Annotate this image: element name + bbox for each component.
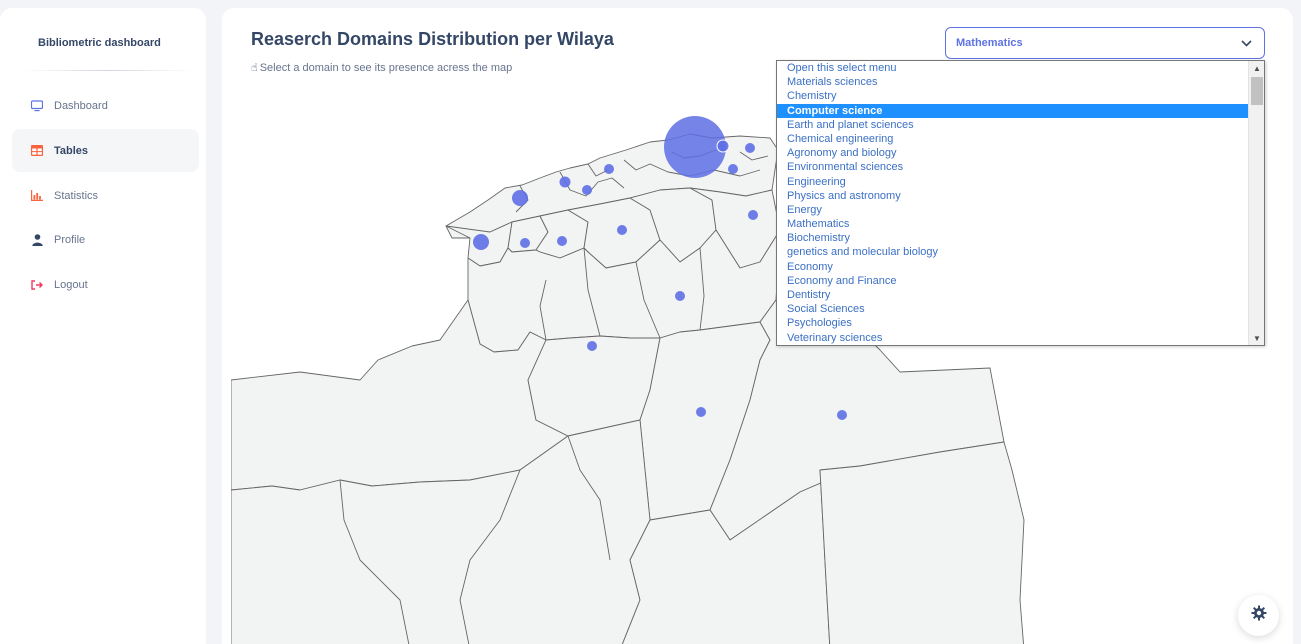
bubble[interactable] [748,210,758,220]
domain-option[interactable]: Psychologies [787,317,852,330]
domain-option[interactable]: genetics and molecular biology [787,246,939,259]
sidebar-item-dashboard[interactable]: Dashboard [12,84,199,127]
divider [22,70,194,71]
bubble[interactable] [745,143,755,153]
bubble-algiers[interactable] [664,116,726,178]
domain-option[interactable]: Social Sciences [787,303,865,316]
sidebar-item-label: Dashboard [54,99,108,112]
domain-option[interactable]: Chemistry [787,90,837,103]
domain-option[interactable]: Biochemistry [787,232,850,245]
instruction-text: Select a domain to see its presence acre… [259,61,513,74]
bubble[interactable] [604,164,614,174]
bubble[interactable] [728,164,738,174]
domain-option[interactable]: Economy [787,260,833,273]
logout-icon [12,279,54,290]
gear-icon [1251,605,1267,626]
scroll-thumb[interactable] [1251,77,1263,105]
domain-select[interactable]: Mathematics [945,27,1265,59]
desktop-icon [12,99,54,112]
sidebar-item-logout[interactable]: Logout [12,263,199,306]
region-far-south-east[interactable] [819,441,1025,644]
bubble[interactable] [837,410,847,420]
domain-option[interactable]: Earth and planet sciences [787,118,914,131]
region-internal-lines [339,435,611,644]
bubble[interactable] [675,291,685,301]
region-mid-split [539,247,705,341]
domain-option[interactable]: Computer science [777,103,1249,118]
domain-option[interactable]: Materials sciences [787,76,878,89]
scroll-up-arrow-icon[interactable]: ▲ [1253,63,1261,73]
bubble[interactable] [582,185,592,195]
bubble[interactable] [559,176,571,188]
sidebar-item-label: Logout [54,278,88,291]
domain-option[interactable]: Energy [787,203,822,216]
wilaya-regions[interactable] [231,133,1025,644]
brand-title: Bibliometric dashboard [38,37,161,49]
options-container: Open this select menu Materials sciences C… [777,61,1264,345]
bubble[interactable] [716,139,730,153]
sidebar-item-tables[interactable]: Tables [12,129,199,172]
bubble[interactable] [520,238,530,248]
domain-option[interactable]: Chemical engineering [787,132,894,145]
domain-options-list[interactable]: Open this select menu Materials sciences C… [776,60,1265,346]
domain-option[interactable]: Open this select menu [787,62,897,74]
domain-option[interactable]: Environmental sciences [787,161,904,174]
pointing-hand-icon: ☝ [251,62,258,74]
domain-option[interactable]: Economy and Finance [787,274,897,287]
sidebar-item-label: Tables [54,144,89,157]
domain-option[interactable]: Physics and astronomy [787,189,901,202]
sidebar-item-profile[interactable]: Profile [12,218,199,261]
table-icon [12,145,54,156]
domain-option[interactable]: Veterinary sciences [787,331,883,344]
page-title: Reaserch Domains Distribution per Wilaya [251,29,614,49]
map-instruction: ☝ Select a domain to see its presence ac… [251,61,513,75]
wilaya-map[interactable] [231,108,1291,644]
user-icon [12,233,54,246]
chart-icon [12,190,54,201]
scrollbar[interactable]: ▲ ▼ [1248,61,1264,345]
domain-option[interactable]: Engineering [787,175,846,188]
bubble[interactable] [696,407,706,417]
domain-bubbles[interactable] [473,116,847,420]
bubble[interactable] [473,234,489,250]
bubble[interactable] [557,236,567,246]
sidebar-item-statistics[interactable]: Statistics [12,174,199,217]
domain-option[interactable]: Mathematics [787,218,850,231]
chevron-down-icon [1241,34,1252,52]
domain-option[interactable]: Dentistry [787,289,831,301]
sidebar: Bibliometric dashboard Dashboard Tables … [0,8,206,644]
domain-option[interactable]: Agronomy and biology [787,147,897,160]
bubble[interactable] [512,190,528,206]
sidebar-item-label: Statistics [54,189,99,202]
region-coast-lines-1 [515,149,769,213]
scroll-down-arrow-icon[interactable]: ▼ [1253,333,1261,343]
bubble[interactable] [617,225,627,235]
settings-button[interactable] [1238,595,1279,636]
domain-select-value: Mathematics [956,37,1023,49]
sidebar-item-label: Profile [54,233,86,246]
bubble[interactable] [587,341,597,351]
